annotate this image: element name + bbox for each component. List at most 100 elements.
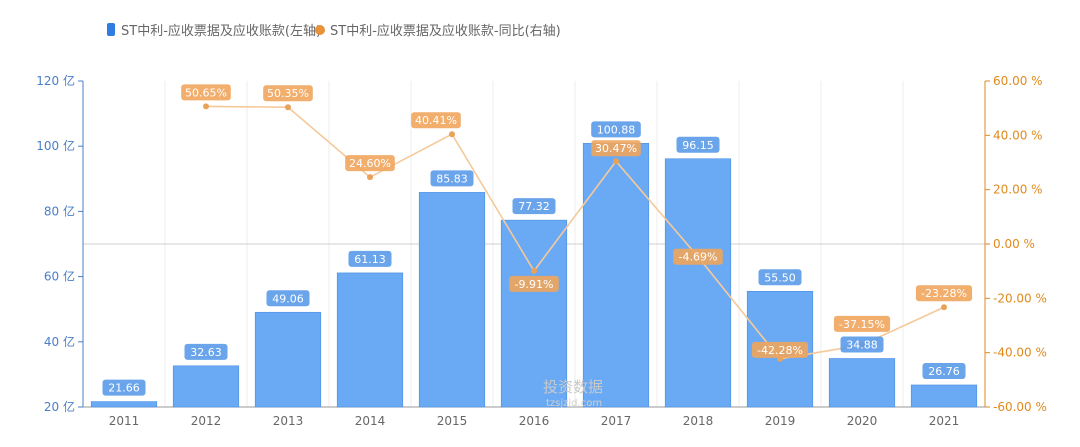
legend-item-bar[interactable]: ST中利-应收票据及应收账款(左轴) (107, 23, 321, 39)
bar-2013[interactable] (254, 311, 322, 408)
yoy-value-label-2020-bg (833, 315, 891, 332)
bar-2012[interactable] (172, 365, 240, 408)
bar-value-label-2019: 55.50 (758, 269, 802, 286)
yoy-point-2015[interactable] (449, 131, 455, 138)
bar-value-label-2016-bg (512, 198, 556, 215)
yoy-value-label-2017: 30.47% (591, 140, 641, 157)
yoy-value-label-2021-bg (915, 285, 973, 302)
yoy-value-label-2016-text: -9.91% (515, 278, 554, 291)
bar-2016[interactable] (500, 219, 568, 408)
yoy-point-2016[interactable] (531, 267, 537, 274)
bar-value-label-2017-bg (591, 121, 641, 138)
bar-value-label-2015-text: 85.83 (436, 172, 468, 185)
yoy-value-label-2014: 24.60% (345, 155, 395, 172)
yoy-point-2021[interactable] (941, 304, 947, 311)
right-axis-tick-label: 60.00 % (993, 74, 1043, 88)
bar-value-label-2013-text: 49.06 (272, 292, 304, 305)
bar-2017[interactable] (582, 143, 650, 408)
bar-value-label-2012: 32.63 (184, 343, 228, 360)
bar-value-label-2013-bg (266, 290, 310, 307)
right-axis-tick-label: -20.00 % (993, 291, 1047, 305)
legend-label-bar: ST中利-应收票据及应收账款(左轴) (121, 23, 321, 39)
right-axis-tick-label: -40.00 % (993, 346, 1047, 360)
x-axis-tick-label: 2020 (847, 414, 878, 428)
bar-2014[interactable] (336, 272, 404, 408)
yoy-value-label-2021-text: -23.28% (921, 287, 967, 300)
yoy-value-label-2021: -23.28% (915, 285, 973, 302)
bar-2018[interactable] (664, 158, 732, 408)
yoy-point-2012[interactable] (203, 103, 209, 110)
yoy-value-label-2012-bg (181, 84, 231, 101)
yoy-point-2017[interactable] (613, 158, 619, 165)
x-axis-tick-label: 2018 (683, 414, 714, 428)
left-axis-tick-label: 40 亿 (44, 334, 75, 349)
legend-label-line: ST中利-应收票据及应收账款-同比(右轴) (330, 23, 561, 39)
yoy-value-label-2018-text: -4.69% (679, 251, 718, 264)
bar-2020[interactable] (828, 358, 896, 408)
right-axis-tick-label: -60.00 % (993, 400, 1047, 414)
bar-value-label-2014-text: 61.13 (354, 253, 386, 266)
legend: ST中利-应收票据及应收账款(左轴) ST中利-应收票据及应收账款-同比(右轴) (107, 23, 561, 39)
yoy-value-label-2015-bg (411, 112, 461, 129)
bar-value-label-2015: 85.83 (430, 170, 474, 187)
right-axis-tick-label: 40.00 % (993, 128, 1043, 142)
legend-swatch-line (315, 25, 325, 35)
bar-value-label-2020-text: 34.88 (846, 338, 878, 351)
yoy-value-label-2020: -37.15% (833, 315, 891, 332)
left-axis-tick-label: 60 亿 (44, 269, 75, 284)
legend-item-line[interactable]: ST中利-应收票据及应收账款-同比(右轴) (315, 23, 561, 39)
yoy-value-label-2018: -4.69% (673, 248, 723, 265)
x-axis-tick-label: 2012 (191, 414, 222, 428)
x-axis-tick-label: 2016 (519, 414, 550, 428)
yoy-value-label-2013: 50.35% (263, 85, 313, 102)
x-axis-tick-label: 2021 (929, 414, 960, 428)
bar-value-label-2014-bg (348, 250, 392, 267)
yoy-value-label-2017-text: 30.47% (595, 142, 637, 155)
x-axis-tick-label: 2011 (109, 414, 140, 428)
yoy-value-label-2020-text: -37.15% (839, 318, 885, 331)
bar-value-label-2021-bg (922, 362, 966, 379)
data-labels: 21.66 32.63 49.06 61.13 85.83 77.32 100.88 96.1… (102, 84, 973, 396)
bar-value-label-2013: 49.06 (266, 290, 310, 307)
yoy-point-2013[interactable] (285, 104, 291, 111)
x-axis-tick-label: 2014 (355, 414, 386, 428)
bar-value-label-2011-bg (102, 379, 146, 396)
yoy-point-2014[interactable] (367, 174, 373, 181)
bar-value-label-2014: 61.13 (348, 250, 392, 267)
bar-value-label-2020-bg (840, 336, 884, 353)
bar-value-label-2012-bg (184, 343, 228, 360)
watermark-subtext: tzsjzid.com (546, 398, 602, 409)
right-axis-tick-label: 20.00 % (993, 183, 1043, 197)
x-axis-tick-label: 2013 (273, 414, 304, 428)
yoy-line (205, 105, 945, 360)
yoy-value-label-2019: -42.28% (751, 341, 809, 358)
left-axis-tick-label: 120 亿 (36, 73, 75, 88)
bar-value-label-2016: 77.32 (512, 198, 556, 215)
yoy-value-label-2014-text: 24.60% (349, 157, 391, 170)
bar-value-label-2017: 100.88 (591, 121, 641, 138)
bar-value-label-2018-bg (676, 136, 720, 153)
yoy-value-label-2019-text: -42.28% (757, 344, 803, 357)
bar-series (90, 143, 978, 408)
bar-value-label-2012-text: 32.63 (190, 346, 222, 359)
x-axis-tick-label: 2019 (765, 414, 796, 428)
yoy-value-label-2012: 50.65% (181, 84, 231, 101)
yoy-value-label-2012-text: 50.65% (185, 86, 227, 99)
bar-value-label-2020: 34.88 (840, 336, 884, 353)
legend-swatch-bar (107, 23, 115, 36)
bar-2011[interactable] (90, 401, 158, 408)
yoy-value-label-2017-bg (591, 140, 641, 157)
watermark-text: 投资数据 (543, 378, 603, 396)
bar-value-label-2015-bg (430, 170, 474, 187)
bar-value-label-2021-text: 26.76 (928, 365, 960, 378)
yoy-value-label-2013-text: 50.35% (267, 87, 309, 100)
left-axis-tick-label: 80 亿 (44, 203, 75, 218)
bar-2015[interactable] (418, 192, 486, 408)
bar-value-label-2021: 26.76 (922, 362, 966, 379)
bar-value-label-2019-bg (758, 269, 802, 286)
right-axis-tick-label: 0.00 % (993, 237, 1035, 251)
bar-2021[interactable] (910, 384, 978, 408)
x-axis-tick-label: 2017 (601, 414, 632, 428)
bar-value-label-2011-text: 21.66 (108, 382, 140, 395)
